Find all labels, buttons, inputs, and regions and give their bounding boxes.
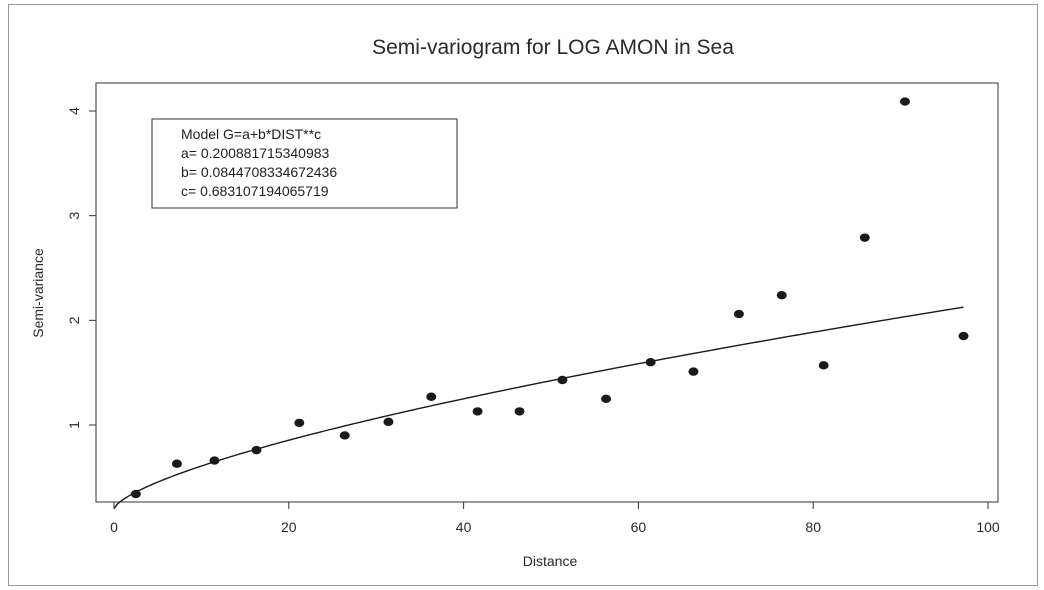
data-points <box>130 97 969 499</box>
y-tick-label: 4 <box>66 107 82 115</box>
x-tick-label: 0 <box>110 519 118 535</box>
x-axis: 0 20 40 60 80 100 <box>110 502 1000 535</box>
x-tick-label: 80 <box>805 519 821 535</box>
y-tick-label: 2 <box>66 316 82 324</box>
data-point <box>733 309 744 319</box>
legend-line-b: b= 0.0844708334672436 <box>181 164 337 180</box>
x-tick-label: 40 <box>456 519 472 535</box>
data-point <box>251 445 262 455</box>
data-point <box>776 291 787 300</box>
legend-line-c: c= 0.683107194065719 <box>181 183 329 199</box>
y-axis: 1 2 3 4 <box>66 107 96 429</box>
x-tick-label: 60 <box>631 519 647 535</box>
legend-line-a: a= 0.200881715340983 <box>181 145 330 161</box>
data-point <box>899 97 910 106</box>
chart-title: Semi-variogram for LOG AMON in Sea <box>372 36 734 59</box>
data-point <box>645 358 656 367</box>
data-point <box>339 431 350 440</box>
data-point <box>294 418 305 428</box>
y-tick-label: 3 <box>66 212 82 220</box>
y-axis-label: Semi-variance <box>30 248 46 338</box>
legend-box <box>151 118 458 209</box>
data-point <box>383 417 394 427</box>
plot-area-border <box>95 82 999 503</box>
legend-line-model: Model G=a+b*DIST**c <box>181 126 321 142</box>
data-point <box>171 459 182 468</box>
data-point <box>557 375 568 385</box>
data-point <box>958 331 969 341</box>
chart-frame <box>8 4 1038 586</box>
x-tick-label: 100 <box>976 519 1000 535</box>
model-curve <box>113 306 964 510</box>
data-point <box>209 456 220 465</box>
data-point <box>859 233 870 242</box>
data-point <box>472 407 483 416</box>
data-point <box>688 367 699 376</box>
data-point <box>514 407 525 416</box>
data-point <box>426 392 437 401</box>
data-point <box>601 394 612 404</box>
data-point <box>130 489 141 499</box>
x-tick-label: 20 <box>281 519 297 535</box>
data-point <box>818 361 829 370</box>
x-axis-label: Distance <box>523 553 578 569</box>
y-tick-label: 1 <box>66 421 82 429</box>
model-legend: Model G=a+b*DIST**c a= 0.200881715340983… <box>151 118 458 209</box>
